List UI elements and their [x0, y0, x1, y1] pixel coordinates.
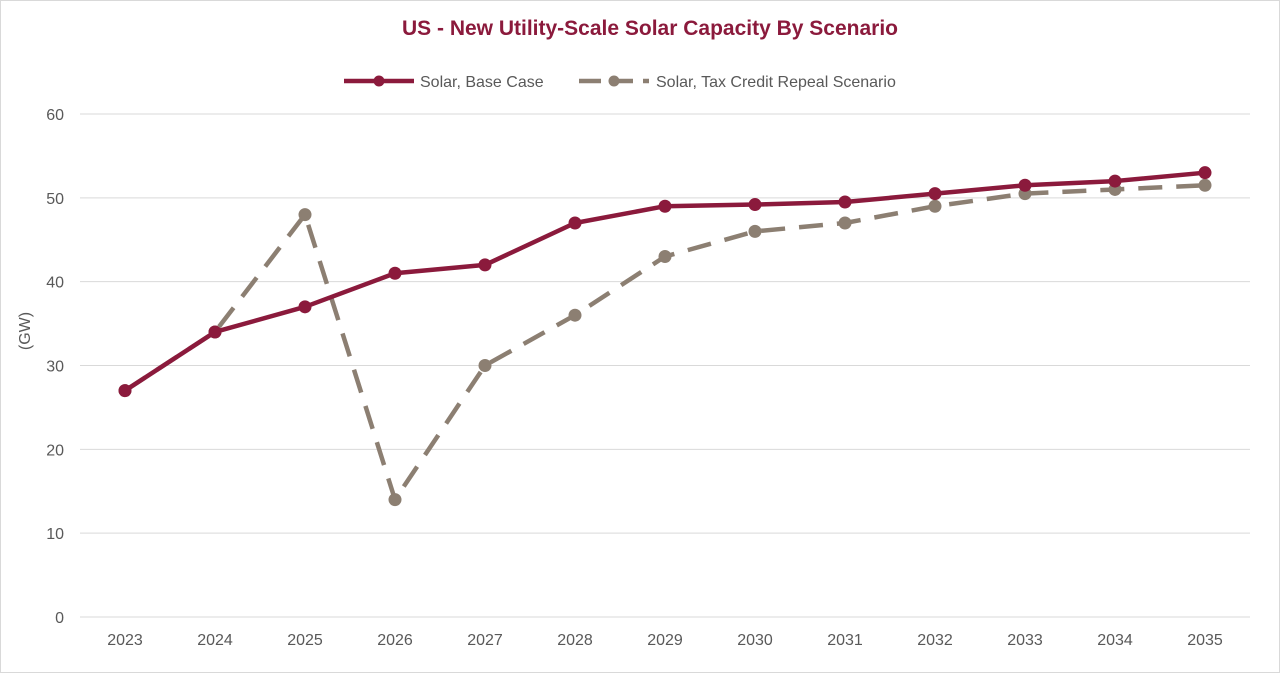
legend-label-tax-credit-repeal: Solar, Tax Credit Repeal Scenario	[656, 74, 896, 91]
y-axis-label: (GW)	[17, 312, 34, 350]
y-tick-label: 40	[46, 275, 64, 292]
data-point-tax-credit-repeal	[928, 199, 942, 213]
chart-title: US - New Utility-Scale Solar Capacity By…	[402, 17, 898, 40]
data-point-tax-credit-repeal	[568, 308, 582, 322]
data-point-base-case	[928, 187, 942, 201]
x-tick-label: 2029	[647, 632, 683, 649]
data-point-tax-credit-repeal	[838, 216, 852, 230]
data-point-base-case	[748, 198, 762, 212]
x-tick-labels: 2023 2024 2025 2026 2027 2028 2029 2030 2031 2032…	[107, 632, 1223, 649]
x-tick-label: 2026	[377, 632, 413, 649]
data-point-base-case	[208, 325, 222, 339]
x-tick-label: 2031	[827, 632, 863, 649]
data-point-tax-credit-repeal	[658, 250, 672, 264]
y-tick-labels: 0 10 20 30 40 50 60	[46, 107, 64, 627]
data-point-base-case	[1108, 174, 1122, 188]
series-tax-credit-repeal	[118, 178, 1212, 507]
data-point-tax-credit-repeal	[1198, 178, 1212, 192]
legend-marker-tax-credit-repeal	[608, 75, 620, 87]
legend-item-base-case: Solar, Base Case	[344, 74, 544, 91]
series-line-tax-credit-repeal	[123, 183, 1206, 502]
legend: Solar, Base Case Solar, Tax Credit Repeal…	[344, 74, 896, 91]
data-point-base-case	[1018, 178, 1032, 192]
data-point-base-case	[1198, 166, 1212, 180]
x-tick-label: 2023	[107, 632, 143, 649]
x-tick-label: 2024	[197, 632, 233, 649]
x-tick-label: 2032	[917, 632, 953, 649]
data-point-base-case	[658, 199, 672, 213]
data-point-base-case	[568, 216, 582, 230]
data-point-tax-credit-repeal	[388, 493, 402, 507]
data-point-base-case	[838, 195, 852, 209]
y-tick-label: 60	[46, 107, 64, 124]
x-tick-label: 2034	[1097, 632, 1133, 649]
x-tick-label: 2025	[287, 632, 323, 649]
series-base-case	[118, 166, 1212, 398]
legend-label-base-case: Solar, Base Case	[420, 74, 544, 91]
grid-lines	[80, 113, 1250, 618]
data-point-base-case	[298, 300, 312, 314]
y-tick-label: 30	[46, 359, 64, 376]
data-point-tax-credit-repeal	[748, 224, 762, 238]
y-tick-label: 10	[46, 526, 64, 543]
x-tick-label: 2030	[737, 632, 773, 649]
data-point-base-case	[118, 384, 132, 398]
y-tick-label: 50	[46, 191, 64, 208]
y-tick-label: 20	[46, 442, 64, 459]
data-point-tax-credit-repeal	[298, 208, 312, 222]
y-tick-label: 0	[55, 610, 64, 627]
series-layer	[118, 166, 1212, 507]
x-tick-label: 2027	[467, 632, 503, 649]
data-point-tax-credit-repeal	[478, 359, 492, 372]
data-point-base-case	[388, 266, 402, 280]
x-tick-label: 2035	[1187, 632, 1223, 649]
data-point-base-case	[478, 258, 492, 272]
x-tick-label: 2033	[1007, 632, 1043, 649]
legend-marker-base-case	[373, 75, 385, 87]
legend-item-tax-credit-repeal: Solar, Tax Credit Repeal Scenario	[579, 74, 896, 91]
x-tick-label: 2028	[557, 632, 593, 649]
